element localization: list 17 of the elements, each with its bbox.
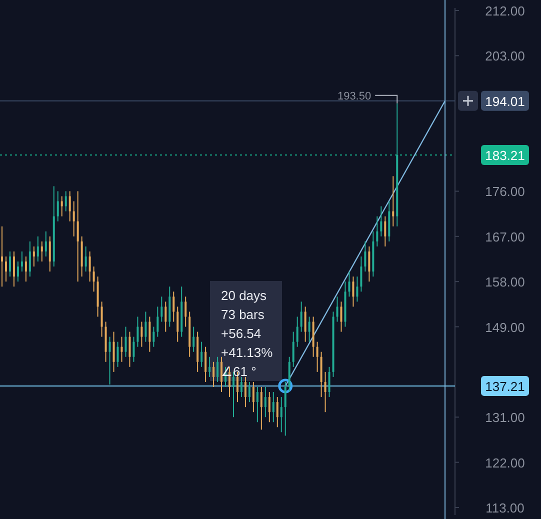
y-tick-label: 113.00 (486, 500, 524, 516)
annotation: 73 bars (221, 307, 265, 322)
annotation: +56.54 (221, 326, 262, 341)
ref-line-label: 183.21 (485, 148, 525, 164)
annotation: 20 days (221, 288, 268, 303)
ref-line-label: 137.21 (485, 378, 525, 394)
y-tick-label: 203.00 (485, 48, 525, 64)
ref-line-label: 194.01 (485, 94, 525, 109)
y-tick-label: 122.00 (485, 455, 525, 470)
y-tick-label: 212.00 (485, 4, 525, 19)
y-tick-label: 176.00 (485, 184, 525, 200)
y-tick-label: 158.00 (485, 274, 525, 290)
y-tick-label: 131.00 (485, 410, 525, 426)
y-tick-label: 149.00 (485, 320, 525, 335)
annotation: +41.13% (221, 345, 274, 360)
y-tick-label: 167.00 (485, 229, 525, 244)
annotation: 193.50 (337, 90, 372, 102)
